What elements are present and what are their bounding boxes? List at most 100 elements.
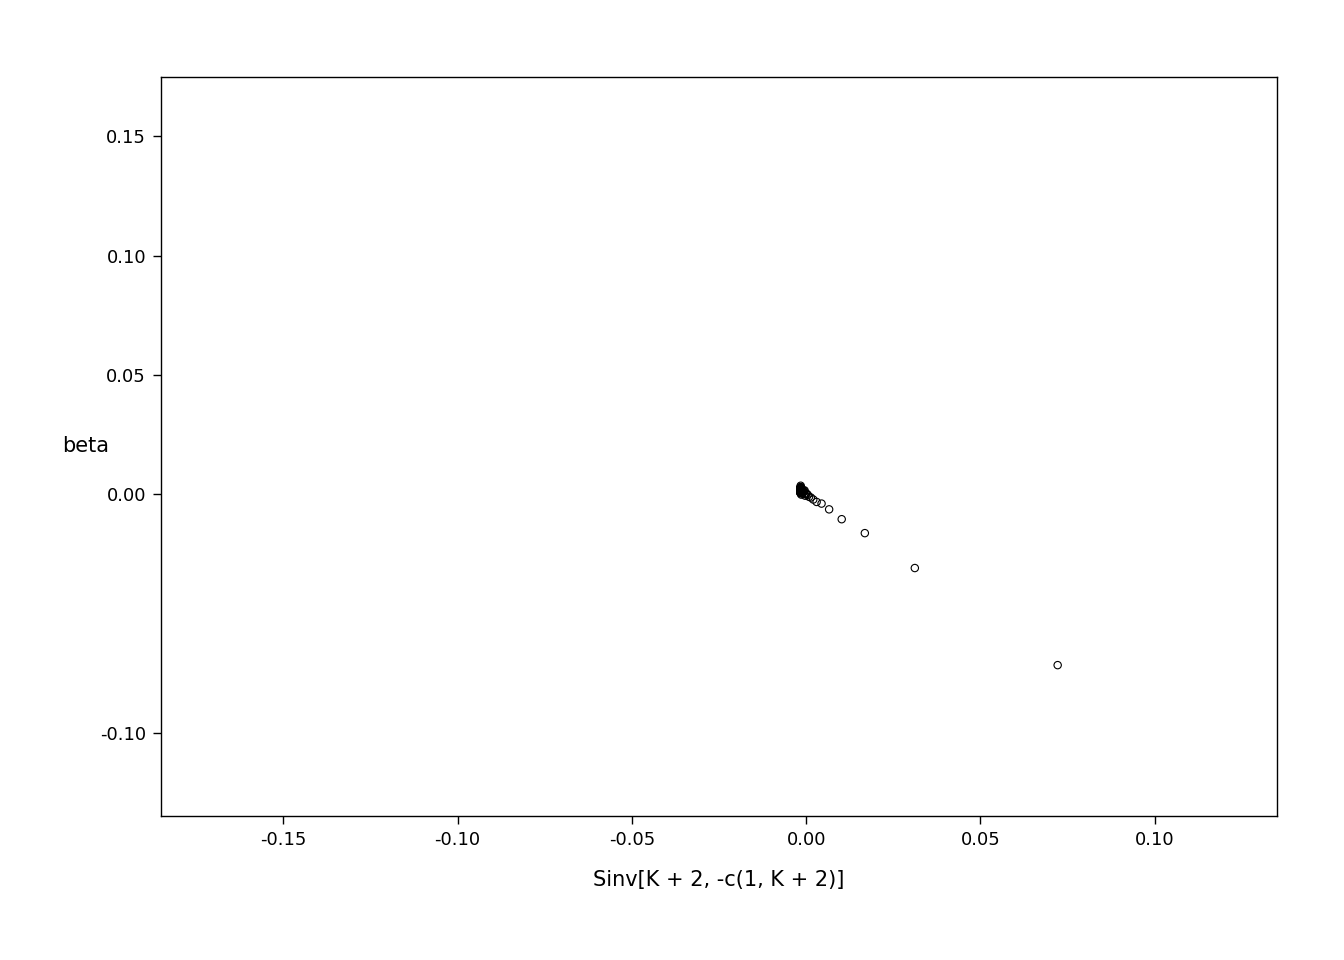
Point	[792, 485, 813, 500]
Point	[790, 482, 812, 497]
Point	[790, 484, 812, 499]
Point	[790, 482, 812, 497]
Point	[790, 483, 812, 498]
Point	[794, 483, 816, 498]
Point	[790, 482, 812, 497]
Point	[790, 482, 812, 497]
Point	[790, 482, 812, 497]
Point	[790, 485, 812, 500]
Point	[792, 485, 813, 500]
Point	[790, 484, 812, 499]
Point	[790, 484, 812, 499]
Point	[790, 484, 812, 499]
Point	[790, 484, 812, 499]
Point	[790, 483, 812, 498]
Point	[790, 484, 812, 499]
Point	[790, 484, 812, 499]
Point	[793, 484, 814, 499]
Point	[790, 483, 812, 498]
Point	[790, 482, 812, 497]
Point	[831, 512, 852, 527]
Point	[790, 483, 812, 498]
Point	[790, 485, 812, 500]
Point	[790, 485, 812, 500]
Point	[798, 489, 820, 504]
Point	[790, 483, 812, 498]
Point	[790, 481, 812, 496]
Point	[790, 481, 812, 496]
Point	[790, 480, 812, 495]
Point	[790, 482, 812, 497]
Point	[790, 482, 812, 497]
Point	[853, 525, 875, 540]
Point	[818, 502, 840, 517]
Point	[790, 482, 812, 497]
Point	[790, 483, 812, 498]
Point	[792, 482, 813, 497]
Point	[790, 485, 812, 500]
Point	[790, 481, 812, 496]
Point	[790, 484, 812, 499]
Point	[790, 482, 812, 497]
Point	[790, 482, 812, 497]
Y-axis label: beta: beta	[62, 437, 109, 456]
Point	[790, 481, 812, 496]
Point	[790, 479, 812, 494]
Point	[790, 483, 812, 498]
Point	[790, 482, 812, 497]
Point	[790, 482, 812, 497]
Point	[790, 482, 812, 497]
Point	[792, 485, 813, 500]
Point	[790, 482, 812, 497]
Point	[790, 484, 812, 499]
Point	[790, 484, 812, 499]
Point	[790, 484, 812, 499]
Point	[790, 482, 812, 497]
Point	[790, 485, 812, 500]
Point	[790, 484, 812, 499]
Point	[790, 484, 812, 499]
Point	[790, 484, 812, 499]
Point	[790, 484, 812, 499]
Point	[790, 484, 812, 499]
Point	[790, 482, 812, 497]
Point	[797, 487, 818, 502]
Point	[790, 481, 812, 496]
Point	[790, 483, 812, 498]
Point	[790, 482, 812, 497]
Point	[790, 483, 812, 498]
Point	[790, 482, 812, 497]
Point	[790, 484, 812, 499]
Point	[790, 483, 812, 498]
Point	[790, 482, 812, 497]
Point	[790, 484, 812, 499]
Point	[790, 484, 812, 499]
Point	[790, 483, 812, 498]
Point	[790, 481, 812, 496]
Point	[790, 484, 812, 499]
Point	[790, 482, 812, 497]
Point	[790, 484, 812, 499]
Point	[790, 483, 812, 498]
Point	[794, 488, 816, 503]
Point	[790, 482, 812, 497]
Point	[790, 485, 812, 500]
Point	[790, 481, 812, 496]
Point	[790, 482, 812, 497]
Point	[790, 483, 812, 498]
Point	[790, 484, 812, 499]
Point	[790, 484, 812, 499]
Point	[790, 484, 812, 499]
Point	[790, 482, 812, 497]
Point	[792, 485, 813, 500]
Point	[790, 483, 812, 498]
Point	[793, 483, 814, 498]
Point	[790, 483, 812, 498]
Point	[790, 483, 812, 498]
Point	[790, 481, 812, 496]
Point	[790, 481, 812, 496]
Point	[790, 483, 812, 498]
Point	[800, 490, 821, 505]
Point	[790, 482, 812, 497]
Point	[790, 480, 812, 495]
